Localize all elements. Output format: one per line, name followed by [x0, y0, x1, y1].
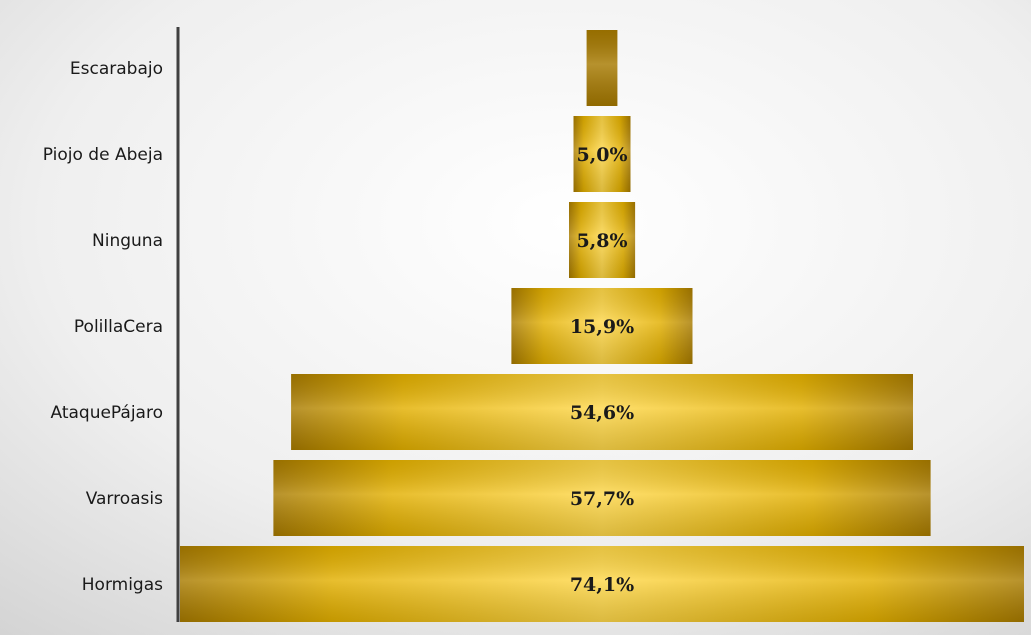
category-labels: Escarabajo Piojo de Abeja Ninguna PolillaCe…: [43, 59, 163, 595]
data-label-varroasis: 57,7%: [570, 488, 634, 510]
bar-shade-escarabajo: [586, 30, 618, 106]
bar-shade-piojo-de-abeja: [573, 116, 631, 192]
value-labels: 5,0% 5,8% 15,9% 54,6% 57,7% 74,1%: [570, 144, 634, 596]
data-label-ninguna: 5,8%: [576, 230, 627, 252]
bar-shade-hormigas: [180, 546, 1024, 622]
category-label-hormigas: Hormigas: [82, 575, 163, 595]
category-label-escarabajo: Escarabajo: [70, 59, 163, 79]
bars-layer: [180, 30, 1024, 622]
bar-shade-varroasis: [273, 460, 931, 536]
data-label-piojo-de-abeja: 5,0%: [576, 144, 627, 166]
category-label-ninguna: Ninguna: [92, 231, 163, 251]
category-label-varroasis: Varroasis: [86, 489, 163, 509]
bar-shade-ninguna: [569, 202, 636, 278]
bar-shade-polillacera: [511, 288, 693, 364]
data-label-hormigas: 74,1%: [570, 574, 634, 596]
category-label-piojo-de-abeja: Piojo de Abeja: [43, 145, 163, 165]
data-label-polillacera: 15,9%: [570, 316, 634, 338]
category-label-polillacera: PolillaCera: [74, 317, 163, 337]
category-label-ataquepájaro: AtaquePájaro: [50, 403, 163, 423]
bar-shade-ataquepájaro: [291, 374, 914, 450]
data-label-ataquepájaro: 54,6%: [570, 402, 634, 424]
